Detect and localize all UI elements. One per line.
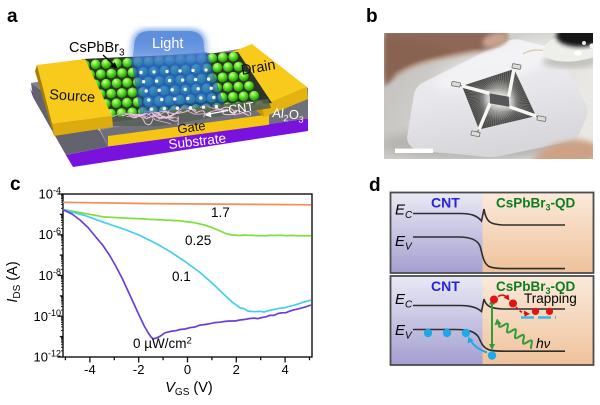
svg-text:Source: Source — [49, 87, 96, 106]
svg-text:CNT: CNT — [431, 195, 460, 211]
svg-text:0.25: 0.25 — [185, 233, 211, 248]
svg-text:Light: Light — [152, 36, 183, 52]
svg-text:hν: hν — [536, 335, 551, 351]
svg-text:a: a — [7, 6, 18, 27]
svg-text:2: 2 — [233, 362, 240, 377]
svg-text:0.1: 0.1 — [172, 269, 191, 284]
svg-text:4: 4 — [281, 362, 288, 377]
svg-text:-2: -2 — [133, 362, 145, 377]
svg-text:CsPbBr3: CsPbBr3 — [69, 40, 125, 59]
svg-text:d: d — [369, 175, 381, 196]
svg-text:CNT: CNT — [431, 278, 460, 294]
svg-text:b: b — [366, 6, 378, 27]
svg-text:CsPbBr3-QD: CsPbBr3-QD — [496, 196, 576, 213]
svg-text:0 µW/cm2: 0 µW/cm2 — [133, 336, 192, 352]
svg-text:Trapping: Trapping — [524, 291, 577, 306]
svg-text:-4: -4 — [84, 362, 96, 377]
svg-text:0: 0 — [184, 362, 191, 377]
svg-text:c: c — [10, 174, 21, 195]
svg-text:VGS (V): VGS (V) — [165, 380, 212, 398]
svg-text:1.7: 1.7 — [211, 205, 230, 220]
